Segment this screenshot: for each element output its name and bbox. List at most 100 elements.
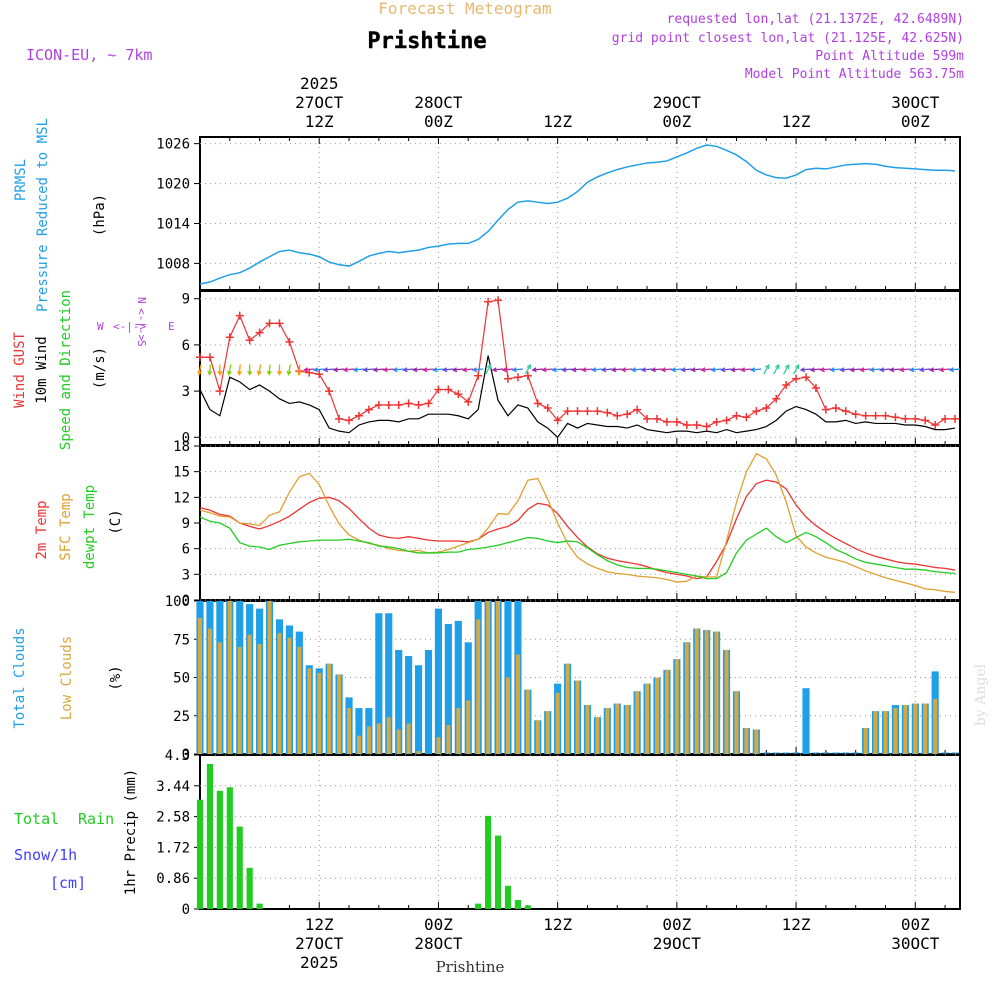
low-cloud-bar xyxy=(714,631,719,754)
total-cloud-bar xyxy=(434,608,443,754)
precipitation-frame xyxy=(199,754,961,910)
time-tick-label: 2025 xyxy=(300,74,339,93)
dewpt-label: dewpt Temp xyxy=(82,485,98,569)
wind-direction-arrow xyxy=(342,367,355,373)
wind-frame xyxy=(199,290,961,446)
gust-point xyxy=(494,296,503,305)
time-tick-label: 27OCT xyxy=(295,934,344,953)
clouds-y-tick-label: 100 xyxy=(165,594,190,610)
gust-point xyxy=(951,414,960,423)
wind-direction-arrow xyxy=(322,367,335,373)
wind-direction-arrow xyxy=(948,367,961,373)
gust-point xyxy=(672,417,681,426)
gust-point xyxy=(762,404,771,413)
precipitation-y-tick-label: 4.3 xyxy=(165,748,190,764)
gust-point xyxy=(603,408,612,417)
wind-label: 10m Wind xyxy=(34,336,50,403)
rain-bar xyxy=(196,799,204,909)
low-cloud-bar xyxy=(506,677,510,754)
wind-direction-arrow xyxy=(412,367,424,373)
wind-direction-arrow xyxy=(908,367,921,373)
wind-direction-arrow xyxy=(809,367,822,373)
precipitation-y-tick-label: 0 xyxy=(182,902,190,918)
low-cloud-bar xyxy=(585,705,590,754)
low-cloud-bar xyxy=(317,672,322,754)
gust-point xyxy=(255,328,264,337)
pressure-y-tick-label: 1020 xyxy=(156,177,190,193)
wind-direction-arrow xyxy=(773,363,780,375)
wind-direction-arrow xyxy=(362,367,374,373)
wind-direction-arrow xyxy=(640,367,653,373)
wind-direction-arrow xyxy=(690,367,702,373)
gust-point xyxy=(831,404,840,413)
gust-point xyxy=(563,407,572,416)
low-cloud-bar xyxy=(386,717,391,754)
temp-unit: (C) xyxy=(108,509,124,534)
wind-direction-arrow xyxy=(531,367,543,373)
low-cloud-bar xyxy=(704,630,709,754)
low-cloud-bar xyxy=(217,642,222,754)
rain-bar xyxy=(524,905,531,909)
gust-point xyxy=(513,373,522,382)
low-cloud-bar xyxy=(545,711,550,754)
wind-direction-arrow xyxy=(217,364,223,376)
wind-direction-arrow xyxy=(700,367,712,373)
gust-point xyxy=(682,420,691,429)
gust-point xyxy=(941,414,950,423)
low-cloud-bar xyxy=(496,601,501,754)
plot-panels: 1008101410201026036903691215180255075100… xyxy=(156,136,961,918)
wind-direction-arrow xyxy=(899,367,911,373)
wind-direction-arrow xyxy=(581,367,593,373)
time-tick-label: 00Z xyxy=(662,915,691,934)
gust-point xyxy=(593,407,602,416)
gust-point xyxy=(325,387,334,396)
gust-point xyxy=(265,319,274,328)
gust-point xyxy=(553,416,562,425)
low-cloud-bar xyxy=(356,735,361,754)
gust-point xyxy=(881,411,890,420)
wind-direction-arrow xyxy=(889,367,901,373)
wind-direction-arrow xyxy=(650,367,663,373)
gust-point xyxy=(821,405,830,414)
low-cloud-bar xyxy=(605,708,610,754)
gust-point xyxy=(474,371,483,380)
wind-direction-arrow xyxy=(561,367,573,373)
wind-direction-arrow xyxy=(266,364,272,376)
total-cloud-bar xyxy=(385,613,393,754)
total-cloud-bar xyxy=(375,613,383,754)
gust-point xyxy=(891,413,900,422)
wind-direction-arrow xyxy=(491,367,504,373)
gust-point xyxy=(792,374,801,383)
wind-direction-arrow xyxy=(849,367,861,373)
compass-ew-arrows: <-|-> xyxy=(113,320,146,333)
low-cloud-bar xyxy=(456,708,461,754)
total-cloud-bar xyxy=(464,642,472,754)
total-cloud-bar xyxy=(414,665,423,754)
dewpt-line xyxy=(199,516,956,580)
pressure-frame xyxy=(199,136,961,291)
time-tick-label: 29OCT xyxy=(653,934,702,953)
temperature-y-tick-label: 18 xyxy=(173,439,190,455)
grid-point-coords: grid point closest lon,lat (21.125E, 42.… xyxy=(612,31,964,46)
low-cloud-bar xyxy=(297,646,302,754)
precipitation-panel: 0 0.86 1.72 2.58 3.44 4.3 xyxy=(156,748,961,918)
gust-point xyxy=(742,413,751,422)
precip-rain-label: Rain xyxy=(78,810,114,828)
wind-direction-arrow xyxy=(432,367,444,373)
footer-location: Prishtine xyxy=(436,958,505,976)
gust-point xyxy=(921,416,930,425)
rain-bar xyxy=(494,835,502,909)
wind-direction-arrow xyxy=(819,367,831,373)
rain-bar xyxy=(236,826,243,909)
low-cloud-bar xyxy=(893,708,898,754)
gust-point xyxy=(543,404,552,413)
wind-y-tick-label: 0 xyxy=(182,430,190,446)
gust-point xyxy=(384,400,393,409)
watermark: by Angel xyxy=(973,663,989,726)
low-cloud-bar xyxy=(207,628,212,754)
gust-label: Wind GUST xyxy=(12,332,28,408)
low-cloud-bar xyxy=(694,628,699,754)
time-tick-label: 2025 xyxy=(300,953,339,972)
pressure-y-tick-label: 1026 xyxy=(156,137,190,153)
low-cloud-bar xyxy=(257,643,262,754)
